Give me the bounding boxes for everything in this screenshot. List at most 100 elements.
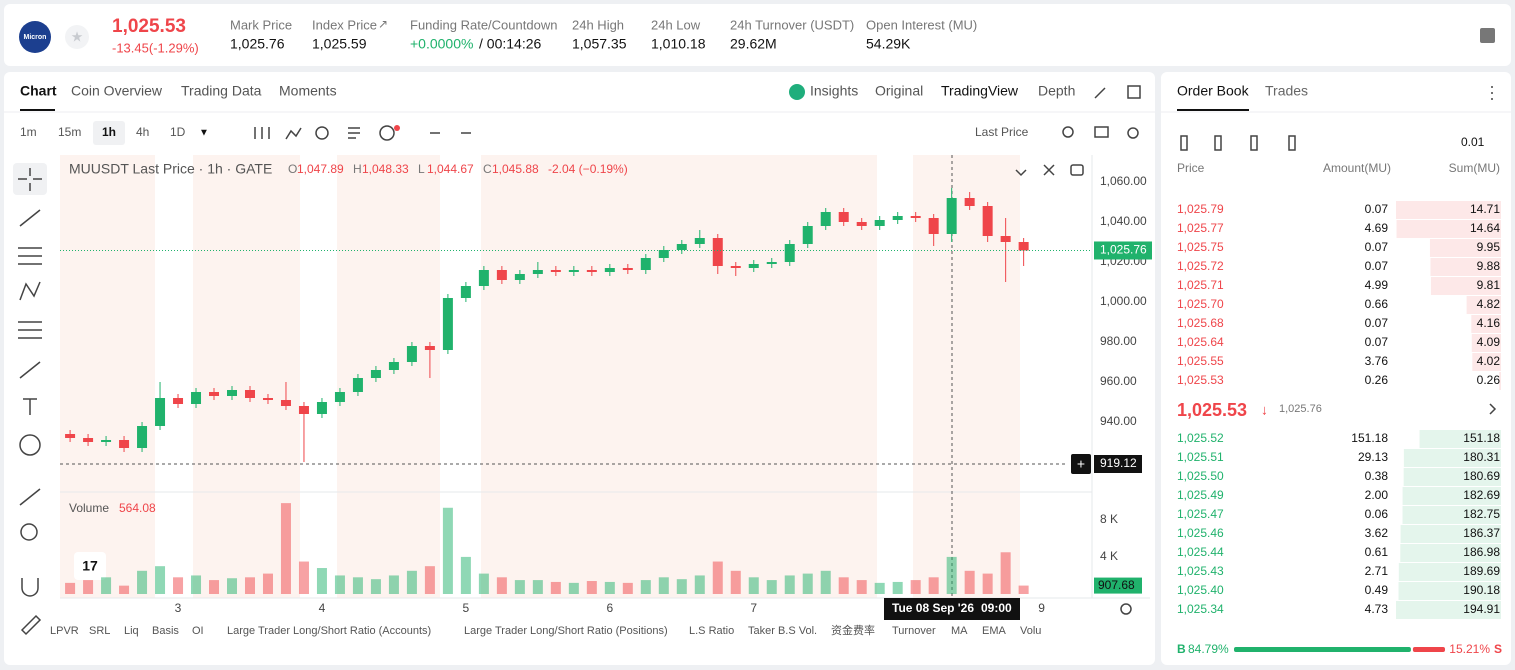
candle-body [1000,236,1011,242]
indicator[interactable]: Large Trader Long/Short Ratio (Accounts) [227,625,431,637]
last-price: 1,025.53 [112,16,186,37]
favorite[interactable] [65,25,89,49]
volume-bar [676,579,687,594]
view-tab[interactable]: TradingView [941,83,1019,99]
volume-bar [820,570,831,594]
volume-bar [262,573,273,594]
ob-amount: 151.18 [1351,431,1388,445]
indicator[interactable]: Volu [1020,625,1041,637]
volume-bar [874,582,885,594]
indicator[interactable]: Turnover [892,625,936,637]
x-tick-label: 9 [1038,601,1045,615]
indicator[interactable]: LPVR [50,625,79,637]
y-tick-label: 980.00 [1100,334,1137,348]
candle-body [1018,242,1029,251]
y-tick-label: 940.00 [1100,414,1137,428]
volume-bar [658,577,669,594]
indicator[interactable]: Basis [152,625,179,637]
indicator[interactable]: SRL [89,625,110,637]
ohlc-key: H [353,162,362,176]
candle-body [586,270,597,272]
price-type[interactable]: Last Price [975,125,1029,139]
volume-bar [964,570,975,594]
depth-bar [1402,506,1501,524]
precision[interactable]: 0.01 [1461,135,1485,149]
sell-ratio: 15.21% [1449,642,1490,656]
ob-sum: 194.91 [1463,602,1500,616]
depth-bar [1402,487,1501,505]
ob-sum: 4.09 [1477,335,1501,349]
candle-body [982,206,993,236]
indicator[interactable]: 资金费率 [831,623,875,637]
view-tab[interactable]: Depth [1038,83,1075,99]
candle-body [137,426,148,448]
candle-body [388,362,399,370]
buy-bar [1234,647,1411,652]
toolbar-icons[interactable] [254,85,1497,615]
tab[interactable]: Moments [279,83,337,99]
ob-amount: 3.62 [1365,526,1389,540]
candle-body [262,398,273,400]
ob-tab[interactable]: Trades [1265,83,1308,99]
volume-bar [982,573,993,594]
indicator[interactable]: MA [951,625,968,637]
indicator[interactable]: Taker B.S Vol. [748,625,817,637]
volume-bar [155,566,166,594]
tab[interactable]: Chart [20,83,57,99]
ohlc-value: 1,047.89 [297,162,344,176]
x-tick-label: 5 [463,601,470,615]
volume-bar [802,573,813,594]
link-icon: ↗ [378,17,388,31]
candle-body [155,398,166,426]
tab[interactable]: Trading Data [181,83,262,99]
y-tick-label: 960.00 [1100,374,1137,388]
indicator[interactable]: OI [192,625,204,637]
volume-bar [244,577,255,594]
ob-tab[interactable]: Order Book [1177,83,1250,99]
sell-label: S [1494,642,1502,656]
indicator[interactable]: Liq [124,625,139,637]
ob-sum: 9.81 [1477,278,1501,292]
candle-body [334,392,345,402]
candle-body [514,274,525,280]
ob-sum: 182.75 [1463,507,1500,521]
interval[interactable]: 1h [102,125,116,139]
depth-bar [1430,277,1501,295]
ob-price: 1,025.46 [1177,526,1224,540]
view-tab[interactable]: Insights [810,83,858,99]
volume-bar [209,580,220,594]
volume-bar [730,570,741,594]
interval[interactable]: 1m [20,125,37,139]
volume-bar [784,575,795,594]
interval[interactable]: 1D [170,125,186,139]
drawing-tools[interactable] [13,163,47,636]
candle-body [460,286,471,298]
depth-bar [1396,201,1501,219]
volume-bar [460,556,471,594]
candle-body [209,392,220,396]
add-alert[interactable] [1071,454,1091,474]
interval[interactable]: 4h [136,125,149,139]
volume-bar [586,581,597,594]
ob-amount: 0.07 [1365,335,1389,349]
ob-amount: 0.38 [1365,469,1389,483]
ob-price: 1,025.53 [1177,373,1224,387]
depth-bar [1396,220,1501,238]
ob-sum: 180.69 [1463,469,1500,483]
candle-body [712,238,723,266]
volume-bar [910,580,921,594]
dropdown[interactable]: ▼ [199,128,209,139]
interval[interactable]: 15m [58,125,81,139]
indicator[interactable]: L.S Ratio [689,625,734,637]
view-tab[interactable]: Original [875,83,923,99]
countdown: / 00:14:26 [479,36,541,52]
col-header: Amount(MU) [1323,161,1391,175]
indicator[interactable]: EMA [982,625,1007,637]
candle-body [280,400,291,406]
volume-tick-label: 8 K [1100,512,1118,526]
indicator[interactable]: Large Trader Long/Short Ratio (Positions… [464,625,668,637]
ob-price: 1,025.52 [1177,431,1224,445]
notes-icon[interactable] [1480,28,1495,43]
tab[interactable]: Coin Overview [71,83,163,99]
ob-sum: 4.82 [1477,297,1501,311]
